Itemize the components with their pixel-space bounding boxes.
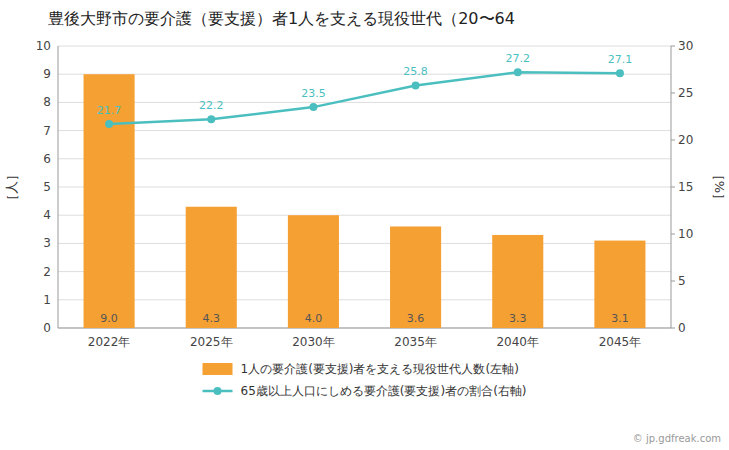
y-tick-label: 1 — [43, 293, 51, 307]
legend: 1人の要介護(要支援)者を支える現役世代人数(左軸) 65歳以上人口にしめる要介護… — [203, 362, 527, 398]
y-tick-label: 5 — [43, 180, 51, 194]
y2-tick — [671, 46, 675, 47]
title: 豊後大野市の要介護（要支援）者1人を支える現役世代（20〜64 — [48, 9, 515, 28]
chart: 豊後大野市の要介護（要支援）者1人を支える現役世代（20〜64 0 1 2 3 4 5 6 7 8… — [0, 0, 729, 450]
y2-axis-title: ［%］ — [712, 168, 727, 206]
x-tick-label: 2035年 — [394, 335, 437, 349]
line-label: 27.2 — [506, 52, 531, 65]
bar-label: 3.6 — [407, 312, 425, 325]
line-point — [105, 120, 113, 128]
y-tick-label: 10 — [36, 39, 51, 53]
y2-axis-line — [671, 46, 672, 328]
y-axis-line — [58, 46, 59, 328]
bar — [186, 207, 237, 328]
bar-label: 3.3 — [509, 312, 527, 325]
bar — [288, 215, 339, 328]
grid-line — [58, 187, 671, 188]
x-tick-label: 2022年 — [88, 335, 131, 349]
bar — [390, 226, 441, 328]
y-tick-label: 9 — [43, 67, 51, 81]
y-tick-label: 4 — [43, 208, 51, 222]
grid-line — [58, 102, 671, 103]
line-label: 23.5 — [301, 87, 326, 100]
chart-container: 豊後大野市の要介護（要支援）者1人を支える現役世代（20〜64 0 1 2 3 4 5 6 7 8… — [0, 0, 729, 450]
bar-label: 4.3 — [203, 312, 221, 325]
line-label: 27.1 — [608, 53, 633, 66]
bar-label: 9.0 — [100, 312, 118, 325]
y2-tick-label: 15 — [678, 180, 693, 194]
marks — [84, 68, 646, 328]
line-label: 21.7 — [97, 104, 122, 117]
grid-line — [58, 299, 671, 300]
bar-label: 4.0 — [305, 312, 323, 325]
page: {"chart_data": {"type": "bar", "title": … — [0, 0, 729, 450]
y2-tick — [671, 140, 675, 141]
y2-tick-label: 0 — [678, 321, 686, 335]
y2-tick — [671, 328, 675, 329]
line-point — [514, 68, 522, 76]
line-point — [616, 69, 624, 77]
line-point — [412, 81, 420, 89]
y-tick-label: 8 — [43, 95, 51, 109]
y-tick-label: 0 — [43, 321, 51, 335]
x-axis-line — [58, 328, 671, 329]
grid-line — [58, 46, 671, 47]
grid-line — [58, 243, 671, 244]
legend-marker — [214, 387, 222, 395]
line-label: 25.8 — [403, 65, 428, 78]
legend-item: 65歳以上人口にしめる要介護(要支援)者の割合(右軸) — [203, 384, 527, 398]
y2-tick — [671, 234, 675, 235]
data-labels: 9.0 4.3 4.0 3.6 3.3 3.1 21.7 22.2 23.5 25.8 27.2 27… — [97, 52, 632, 325]
line-label: 22.2 — [199, 99, 224, 112]
bar — [84, 74, 135, 328]
y-axis-title: ［人］ — [4, 168, 19, 207]
bar — [594, 241, 645, 328]
grid-line — [58, 215, 671, 216]
grid-line — [58, 328, 671, 329]
legend-label: 1人の要介護(要支援)者を支える現役世代人数(左軸) — [241, 362, 519, 376]
grid-line — [58, 130, 671, 131]
annotation: © jp.gdfreak.com — [633, 433, 721, 444]
grid-line — [58, 271, 671, 272]
y-tick-label: 3 — [43, 236, 51, 250]
x-tick-label: 2040年 — [496, 335, 539, 349]
legend-item: 1人の要介護(要支援)者を支える現役世代人数(左軸) — [203, 362, 519, 376]
y2-tick-label: 25 — [678, 86, 693, 100]
x-tick-label: 2045年 — [599, 335, 642, 349]
y2-tick-label: 10 — [678, 227, 693, 241]
x-tick-label: 2030年 — [292, 335, 335, 349]
y-tick-label: 6 — [43, 152, 51, 166]
line — [109, 72, 620, 124]
y2-tick-label: 30 — [678, 39, 693, 53]
y-tick-label: 2 — [43, 265, 51, 279]
grid — [58, 46, 671, 328]
x-tick-label: 2025年 — [190, 335, 233, 349]
y-tick-label: 7 — [43, 124, 51, 138]
legend-label: 65歳以上人口にしめる要介護(要支援)者の割合(右軸) — [241, 384, 527, 398]
y2-tick — [671, 93, 675, 94]
line-point — [309, 103, 317, 111]
bar-label: 3.1 — [611, 312, 629, 325]
y2-tick — [671, 187, 675, 188]
grid-line — [58, 158, 671, 159]
line-point — [207, 115, 215, 123]
y2-tick — [671, 281, 675, 282]
y2-tick-label: 20 — [678, 133, 693, 147]
legend-swatch — [203, 363, 233, 375]
bar — [492, 235, 543, 328]
y2-tick-label: 5 — [678, 274, 686, 288]
